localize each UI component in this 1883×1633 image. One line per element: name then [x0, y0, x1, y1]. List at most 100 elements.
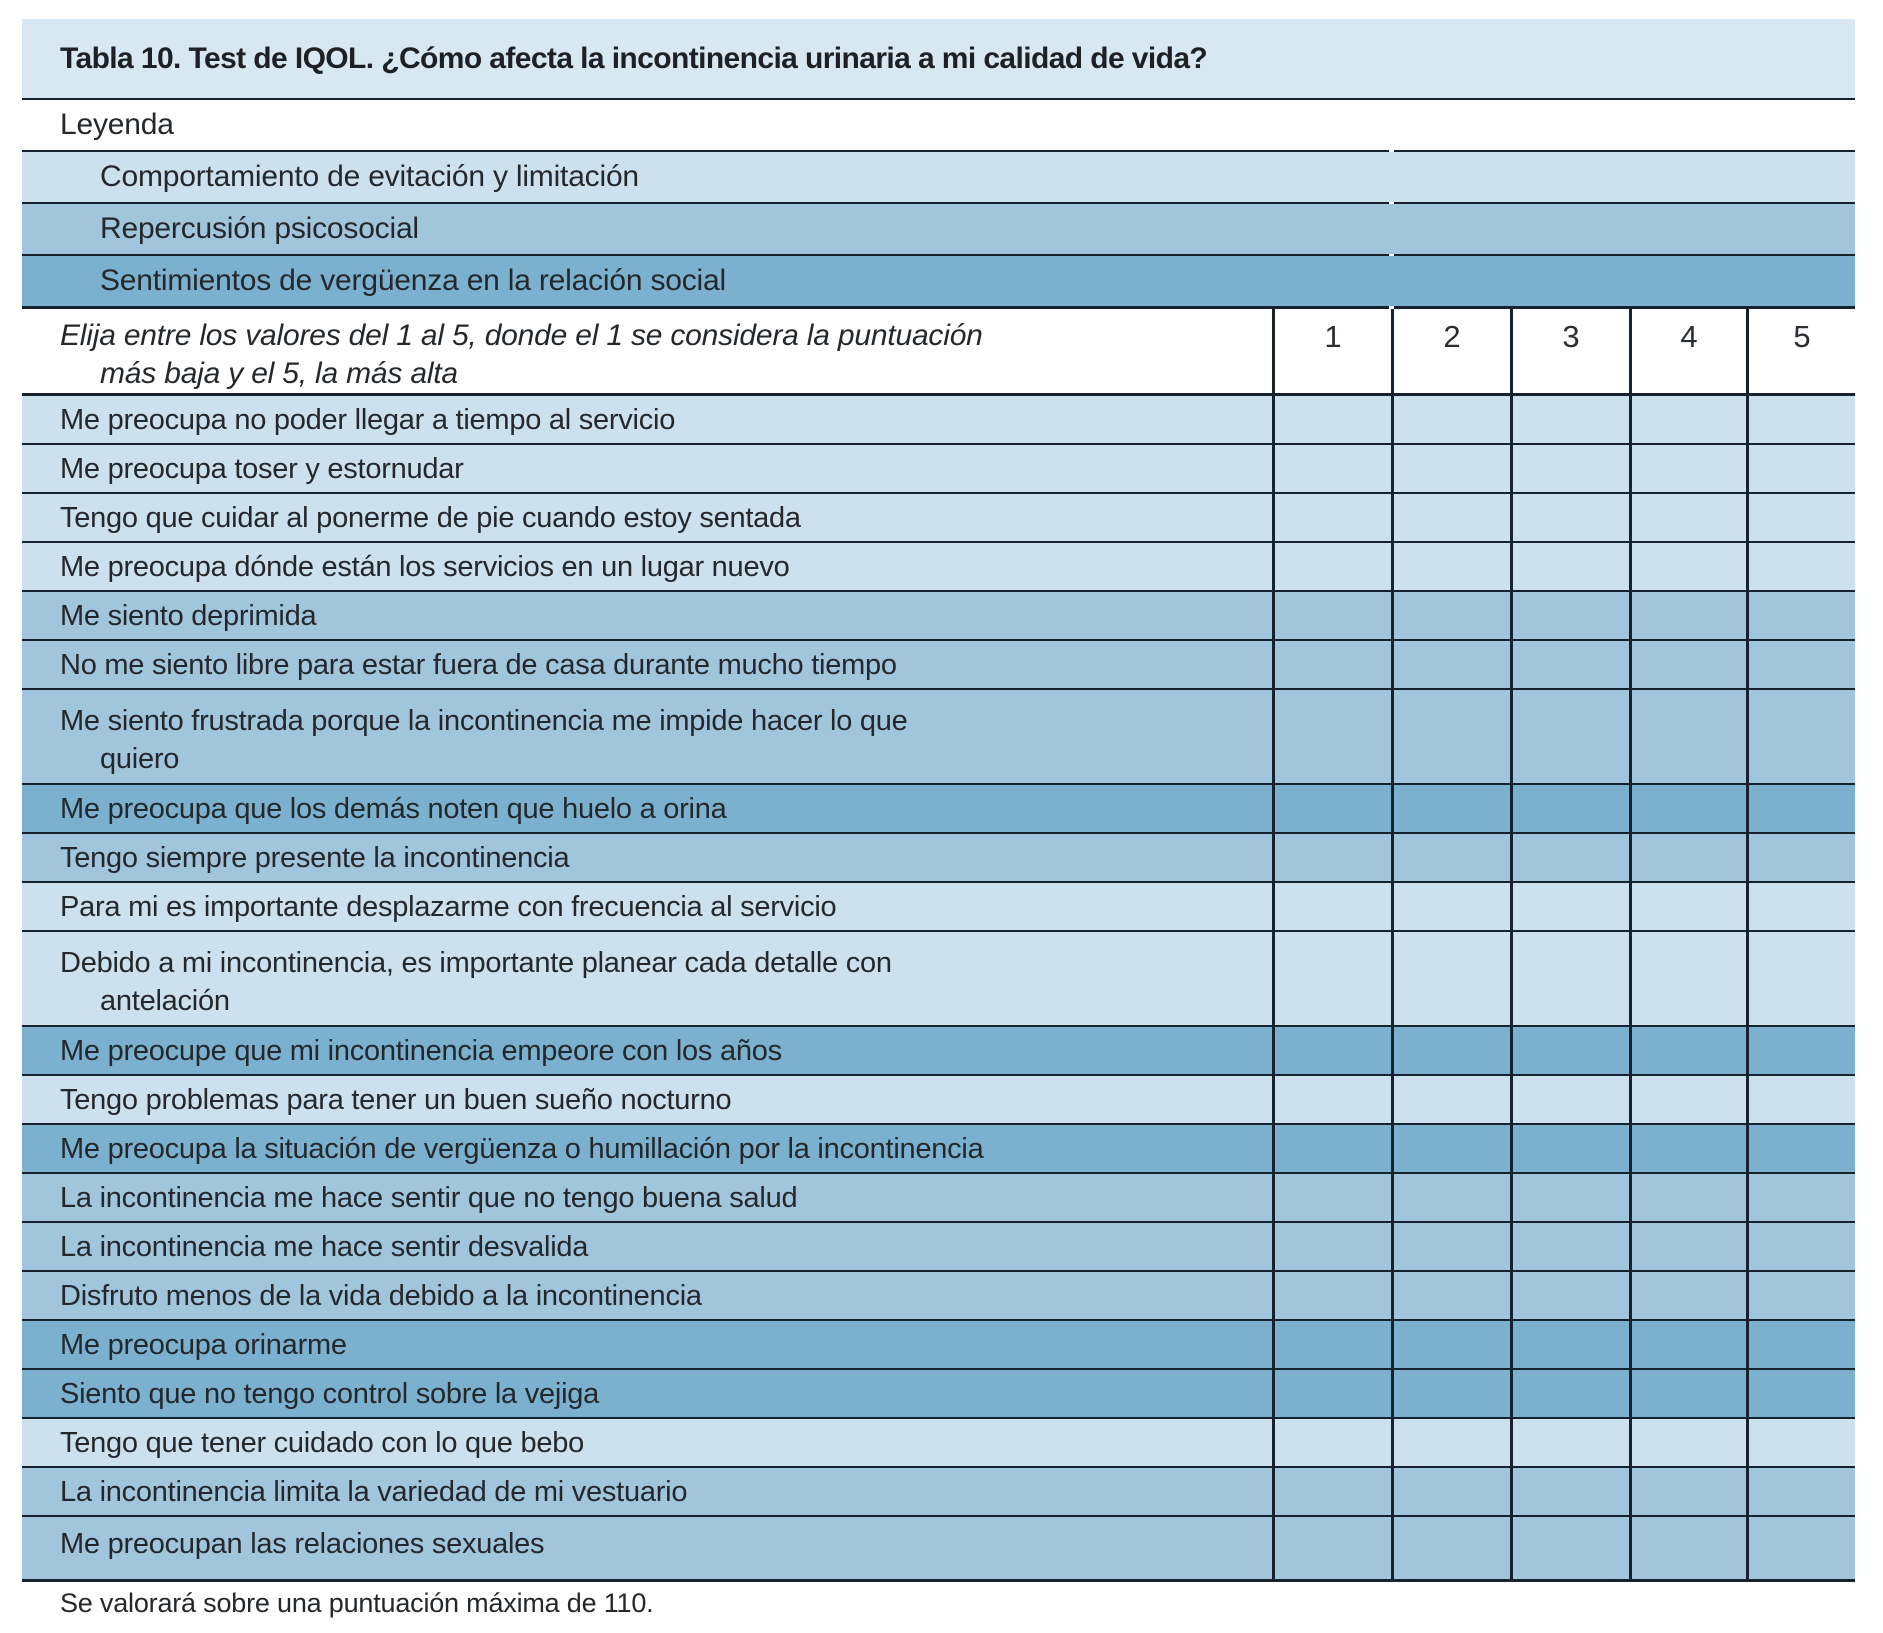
rating-cell-3[interactable] — [1510, 1468, 1629, 1515]
rating-cell-1[interactable] — [1272, 1370, 1391, 1417]
rating-cell-3[interactable] — [1510, 1272, 1629, 1319]
rating-cell-5[interactable] — [1746, 1223, 1855, 1270]
rating-cell-3[interactable] — [1510, 690, 1629, 783]
rating-cell-3[interactable] — [1510, 785, 1629, 832]
rating-cell-2[interactable] — [1391, 543, 1510, 590]
rating-cell-4[interactable] — [1629, 1517, 1746, 1579]
rating-cell-3[interactable] — [1510, 883, 1629, 930]
rating-cell-2[interactable] — [1391, 641, 1510, 688]
rating-cell-5[interactable] — [1746, 1370, 1855, 1417]
rating-cell-5[interactable] — [1746, 1027, 1855, 1074]
rating-cell-5[interactable] — [1746, 883, 1855, 930]
rating-cell-4[interactable] — [1629, 1272, 1746, 1319]
rating-cell-5[interactable] — [1746, 445, 1855, 492]
rating-cell-2[interactable] — [1391, 1272, 1510, 1319]
rating-cell-4[interactable] — [1629, 494, 1746, 541]
rating-cell-5[interactable] — [1746, 690, 1855, 783]
rating-cell-4[interactable] — [1629, 1370, 1746, 1417]
rating-cell-3[interactable] — [1510, 932, 1629, 1025]
rating-cell-3[interactable] — [1510, 834, 1629, 881]
rating-cell-4[interactable] — [1629, 1419, 1746, 1466]
rating-cell-4[interactable] — [1629, 883, 1746, 930]
rating-cell-1[interactable] — [1272, 445, 1391, 492]
rating-cell-2[interactable] — [1391, 445, 1510, 492]
rating-cell-5[interactable] — [1746, 543, 1855, 590]
rating-cell-4[interactable] — [1629, 445, 1746, 492]
rating-cell-5[interactable] — [1746, 1517, 1855, 1579]
rating-cell-2[interactable] — [1391, 592, 1510, 639]
rating-cell-2[interactable] — [1391, 1174, 1510, 1221]
rating-cell-5[interactable] — [1746, 785, 1855, 832]
rating-cell-1[interactable] — [1272, 834, 1391, 881]
rating-cell-4[interactable] — [1629, 932, 1746, 1025]
rating-cell-1[interactable] — [1272, 543, 1391, 590]
rating-cell-1[interactable] — [1272, 785, 1391, 832]
rating-cell-5[interactable] — [1746, 1419, 1855, 1466]
rating-cell-3[interactable] — [1510, 543, 1629, 590]
rating-cell-5[interactable] — [1746, 494, 1855, 541]
rating-cell-4[interactable] — [1629, 1468, 1746, 1515]
rating-cell-3[interactable] — [1510, 494, 1629, 541]
rating-cell-1[interactable] — [1272, 1321, 1391, 1368]
rating-cell-3[interactable] — [1510, 592, 1629, 639]
rating-cell-3[interactable] — [1510, 445, 1629, 492]
rating-cell-3[interactable] — [1510, 1370, 1629, 1417]
rating-cell-2[interactable] — [1391, 883, 1510, 930]
rating-cell-5[interactable] — [1746, 641, 1855, 688]
rating-cell-2[interactable] — [1391, 494, 1510, 541]
rating-cell-4[interactable] — [1629, 543, 1746, 590]
rating-cell-4[interactable] — [1629, 785, 1746, 832]
rating-cell-4[interactable] — [1629, 396, 1746, 443]
rating-cell-2[interactable] — [1391, 1517, 1510, 1579]
rating-cell-1[interactable] — [1272, 1174, 1391, 1221]
rating-cell-5[interactable] — [1746, 1076, 1855, 1123]
rating-cell-4[interactable] — [1629, 690, 1746, 783]
rating-cell-3[interactable] — [1510, 1076, 1629, 1123]
rating-cell-5[interactable] — [1746, 396, 1855, 443]
rating-cell-5[interactable] — [1746, 834, 1855, 881]
rating-cell-1[interactable] — [1272, 1272, 1391, 1319]
rating-cell-1[interactable] — [1272, 592, 1391, 639]
rating-cell-4[interactable] — [1629, 1076, 1746, 1123]
rating-cell-3[interactable] — [1510, 1223, 1629, 1270]
rating-cell-3[interactable] — [1510, 1027, 1629, 1074]
rating-cell-1[interactable] — [1272, 1468, 1391, 1515]
rating-cell-1[interactable] — [1272, 641, 1391, 688]
rating-cell-2[interactable] — [1391, 1468, 1510, 1515]
rating-cell-2[interactable] — [1391, 1027, 1510, 1074]
rating-cell-3[interactable] — [1510, 1125, 1629, 1172]
rating-cell-4[interactable] — [1629, 1174, 1746, 1221]
rating-cell-4[interactable] — [1629, 1027, 1746, 1074]
rating-cell-1[interactable] — [1272, 1223, 1391, 1270]
rating-cell-2[interactable] — [1391, 1125, 1510, 1172]
rating-cell-4[interactable] — [1629, 592, 1746, 639]
rating-cell-2[interactable] — [1391, 1370, 1510, 1417]
rating-cell-3[interactable] — [1510, 1517, 1629, 1579]
rating-cell-2[interactable] — [1391, 690, 1510, 783]
rating-cell-3[interactable] — [1510, 1419, 1629, 1466]
rating-cell-1[interactable] — [1272, 690, 1391, 783]
rating-cell-5[interactable] — [1746, 1468, 1855, 1515]
rating-cell-4[interactable] — [1629, 641, 1746, 688]
rating-cell-2[interactable] — [1391, 396, 1510, 443]
rating-cell-2[interactable] — [1391, 932, 1510, 1025]
rating-cell-2[interactable] — [1391, 1223, 1510, 1270]
rating-cell-5[interactable] — [1746, 932, 1855, 1025]
rating-cell-2[interactable] — [1391, 1419, 1510, 1466]
rating-cell-3[interactable] — [1510, 641, 1629, 688]
rating-cell-2[interactable] — [1391, 785, 1510, 832]
rating-cell-3[interactable] — [1510, 396, 1629, 443]
rating-cell-1[interactable] — [1272, 1076, 1391, 1123]
rating-cell-1[interactable] — [1272, 883, 1391, 930]
rating-cell-5[interactable] — [1746, 1272, 1855, 1319]
rating-cell-5[interactable] — [1746, 1174, 1855, 1221]
rating-cell-4[interactable] — [1629, 834, 1746, 881]
rating-cell-3[interactable] — [1510, 1174, 1629, 1221]
rating-cell-5[interactable] — [1746, 1125, 1855, 1172]
rating-cell-2[interactable] — [1391, 1321, 1510, 1368]
rating-cell-2[interactable] — [1391, 1076, 1510, 1123]
rating-cell-1[interactable] — [1272, 932, 1391, 1025]
rating-cell-1[interactable] — [1272, 1419, 1391, 1466]
rating-cell-2[interactable] — [1391, 834, 1510, 881]
rating-cell-1[interactable] — [1272, 1517, 1391, 1579]
